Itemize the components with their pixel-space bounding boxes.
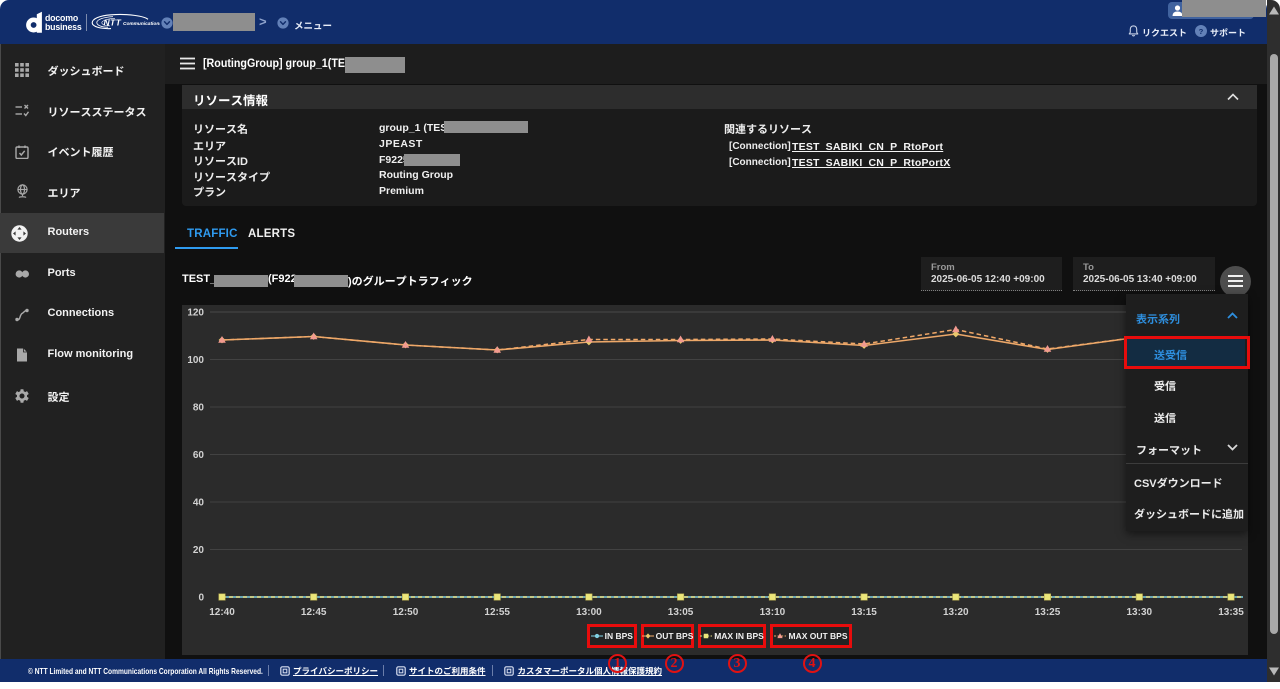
svg-text:12:50: 12:50 [393, 607, 419, 618]
svg-text:20: 20 [193, 545, 205, 556]
svg-text:13:05: 13:05 [668, 607, 694, 618]
svg-text:12:55: 12:55 [484, 607, 510, 618]
svg-text:13:20: 13:20 [943, 607, 969, 618]
svg-text:12:40: 12:40 [209, 607, 235, 618]
svg-text:?: ? [1199, 27, 1204, 36]
svg-text:13:25: 13:25 [1035, 607, 1061, 618]
svg-text:13:35: 13:35 [1218, 607, 1244, 618]
svg-text:13:30: 13:30 [1127, 607, 1153, 618]
svg-text:13:10: 13:10 [760, 607, 786, 618]
svg-text:80: 80 [193, 403, 205, 414]
svg-text:NTT: NTT [104, 18, 122, 28]
svg-text:13:15: 13:15 [851, 607, 877, 618]
svg-text:0: 0 [198, 593, 204, 604]
svg-text:40: 40 [193, 498, 205, 509]
svg-text:13:00: 13:00 [576, 607, 602, 618]
svg-text:60: 60 [193, 450, 205, 461]
svg-text:Communications: Communications [123, 21, 160, 27]
svg-text:12:45: 12:45 [301, 607, 327, 618]
svg-text:100: 100 [187, 355, 204, 366]
svg-text:120: 120 [187, 308, 204, 319]
